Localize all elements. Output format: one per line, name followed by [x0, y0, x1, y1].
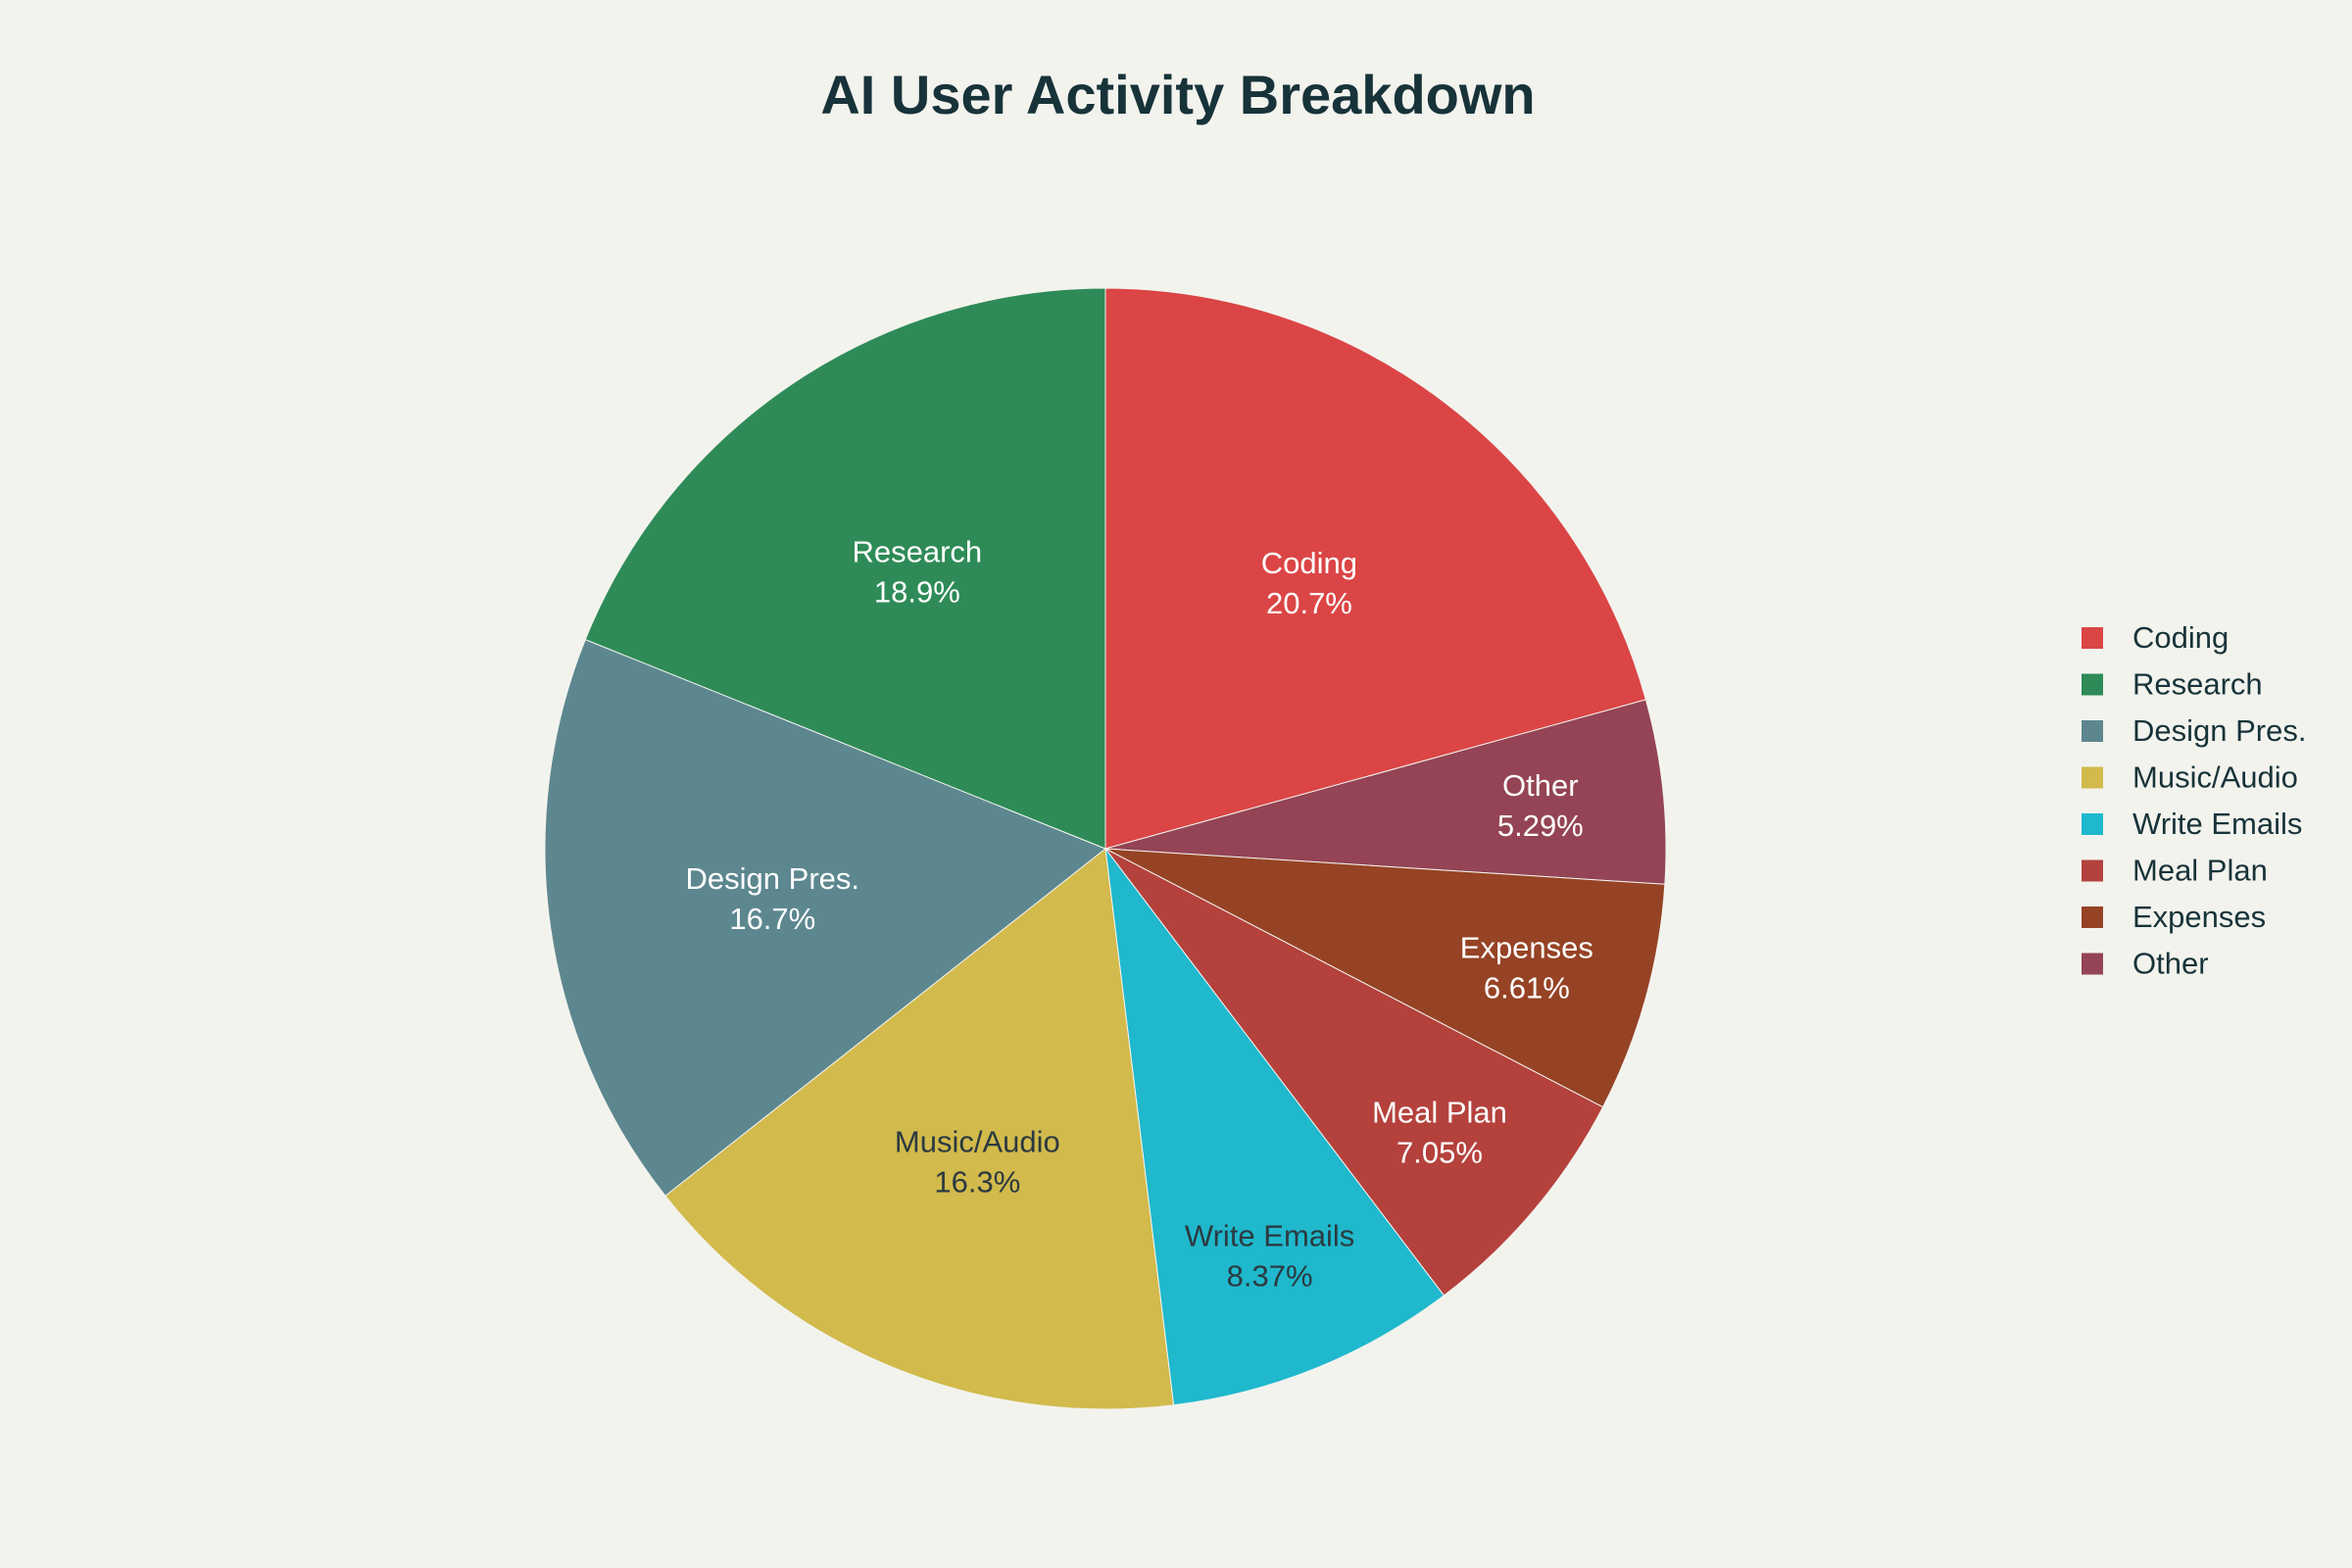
legend-swatch [2082, 673, 2103, 696]
legend-swatch [2082, 859, 2103, 882]
pie-slices [544, 287, 1667, 1410]
legend-label: Design Pres. [2132, 713, 2306, 748]
legend-swatch [2082, 906, 2103, 928]
slice-label-name: Expenses [1460, 931, 1593, 965]
legend-label: Write Emails [2132, 807, 2302, 841]
slice-label-percent: 16.7% [729, 902, 815, 936]
legend-swatch [2082, 720, 2103, 742]
slice-label-percent: 16.3% [934, 1164, 1020, 1199]
slice-label-percent: 8.37% [1227, 1258, 1313, 1293]
slice-label-percent: 7.05% [1396, 1136, 1483, 1170]
slice-label-name: Other [1502, 768, 1579, 803]
legend-item-meal-plan[interactable]: Meal Plan [2082, 854, 2268, 888]
pie-slice-labels: Coding 20.7% Other 5.29% Expenses 6.61% Meal P… [686, 535, 1593, 1294]
legend-label: Expenses [2132, 900, 2266, 934]
pie-slice-write-emails [1104, 847, 1446, 1406]
legend-label: Other [2132, 947, 2209, 981]
slice-label-name: Music/Audio [895, 1124, 1060, 1158]
legend-label: Coding [2132, 620, 2229, 655]
legend-swatch [2082, 766, 2103, 789]
pie-slice-design-pres- [544, 638, 1106, 1197]
legend-swatch [2082, 813, 2103, 835]
legend-swatch [2082, 953, 2103, 975]
pie-slice-meal-plan [1104, 848, 1604, 1297]
chart-title: AI User Activity Breakdown [820, 64, 1535, 125]
pie-slice-other [1104, 699, 1667, 885]
legend-label: Meal Plan [2132, 854, 2268, 888]
legend-swatch [2082, 627, 2103, 649]
legend-item-write-emails[interactable]: Write Emails [2082, 807, 2302, 841]
legend-item-expenses[interactable]: Expenses [2082, 900, 2266, 934]
slice-label-percent: 20.7% [1266, 586, 1352, 620]
pie-slice-music-audio [664, 848, 1175, 1410]
legend-item-research[interactable]: Research [2082, 667, 2263, 702]
slice-label-name: Coding [1261, 546, 1357, 580]
legend-label: Music/Audio [2132, 760, 2298, 795]
slice-label-percent: 18.9% [874, 575, 960, 610]
slice-label-name: Research [853, 535, 983, 569]
slice-label-percent: 6.61% [1484, 971, 1570, 1005]
pie-slice-coding [1104, 287, 1647, 850]
legend-item-other[interactable]: Other [2082, 947, 2209, 981]
legend: Coding Research Design Pres. Music/Audio Wri… [2082, 620, 2306, 981]
pie-slice-expenses [1104, 848, 1666, 1108]
legend-item-coding[interactable]: Coding [2082, 620, 2229, 655]
slice-label-name: Meal Plan [1372, 1096, 1507, 1130]
pie-slice-research [584, 287, 1106, 850]
legend-item-music-audio[interactable]: Music/Audio [2082, 760, 2298, 795]
slice-label-name: Design Pres. [686, 861, 859, 896]
legend-label: Research [2132, 667, 2263, 702]
legend-item-design-pres-[interactable]: Design Pres. [2082, 713, 2306, 748]
slice-label-name: Write Emails [1185, 1218, 1354, 1252]
slice-label-percent: 5.29% [1497, 808, 1584, 843]
